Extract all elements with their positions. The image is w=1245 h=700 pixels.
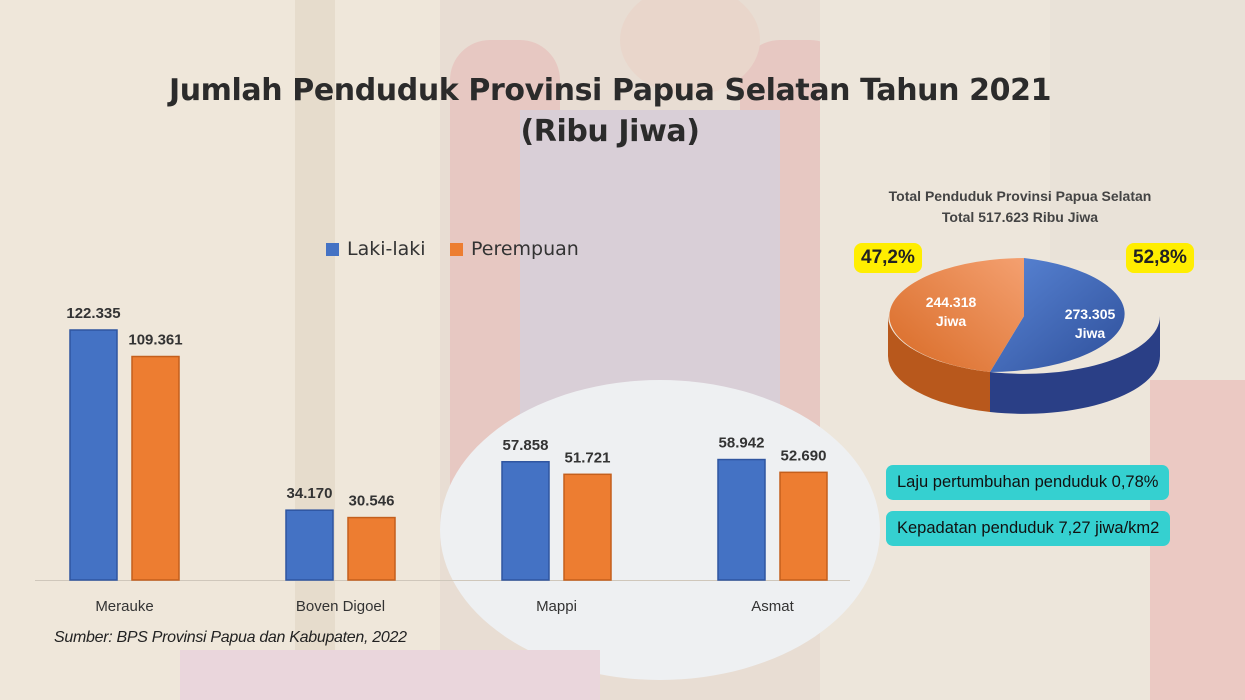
bar-laki-laki-merauke bbox=[69, 329, 118, 581]
data-label-laki-laki-merauke: 122.335 bbox=[66, 305, 120, 322]
pie-title-line2: Total 517.623 Ribu Jiwa bbox=[941, 209, 1099, 225]
pie-label-perempuan-unit: Jiwa bbox=[935, 313, 967, 329]
pie-slice-side-laki-laki bbox=[990, 316, 1160, 414]
data-label-perempuan-asmat: 52.690 bbox=[781, 447, 827, 464]
bar-laki-laki-asmat bbox=[717, 458, 766, 581]
pie-slice-side-perempuan bbox=[888, 316, 990, 412]
growth-rate-box: Laju pertumbuhan penduduk 0,78% bbox=[886, 465, 1170, 500]
category-label-boven-digoel: Boven Digoel bbox=[296, 598, 385, 615]
legend-item-laki-laki: Laki-laki bbox=[326, 238, 426, 260]
data-label-perempuan-mappi: 51.721 bbox=[565, 449, 611, 466]
category-label-mappi: Mappi bbox=[536, 598, 577, 615]
bar-perempuan-merauke bbox=[131, 355, 180, 581]
data-label-perempuan-boven-digoel: 30.546 bbox=[349, 493, 395, 510]
bar-perempuan-asmat bbox=[779, 471, 828, 581]
pie-title-line1: Total Penduduk Provinsi Papua Selatan bbox=[888, 188, 1152, 204]
pie-slice-perempuan bbox=[889, 258, 1024, 372]
bar-perempuan-mappi bbox=[563, 473, 612, 581]
pie-slice-laki-laki bbox=[990, 258, 1125, 372]
data-label-perempuan-merauke: 109.361 bbox=[128, 332, 182, 349]
legend-label-perempuan: Perempuan bbox=[471, 238, 579, 260]
category-label-merauke: Merauke bbox=[95, 598, 153, 615]
legend-item-perempuan: Perempuan bbox=[450, 238, 579, 260]
chart-title-line1: Jumlah Penduduk Provinsi Papua Selatan T… bbox=[168, 73, 1052, 108]
legend-swatch-perempuan bbox=[450, 242, 463, 256]
density-box: Kepadatan penduduk 7,27 jiwa/km2 bbox=[886, 511, 1171, 546]
pie-percent-laki-laki: 52,8% bbox=[1126, 243, 1194, 273]
data-label-laki-laki-asmat: 58.942 bbox=[719, 435, 765, 452]
pie-label-laki-laki-unit: Jiwa bbox=[1074, 325, 1106, 341]
category-label-asmat: Asmat bbox=[751, 598, 794, 615]
legend-swatch-laki-laki bbox=[326, 242, 339, 256]
source-note: Sumber: BPS Provinsi Papua dan Kabupaten… bbox=[54, 629, 407, 646]
pie-percent-perempuan: 47,2% bbox=[854, 243, 922, 273]
chart-title-line2: (Ribu Jiwa) bbox=[520, 114, 700, 149]
bar-laki-laki-mappi bbox=[501, 461, 550, 581]
bar-perempuan-boven-digoel bbox=[347, 516, 396, 581]
data-label-laki-laki-mappi: 57.858 bbox=[503, 437, 549, 454]
data-label-laki-laki-boven-digoel: 34.170 bbox=[287, 485, 333, 502]
pie-label-perempuan: 244.318 Jiwa bbox=[906, 293, 996, 331]
pie-label-perempuan-value: 244.318 bbox=[925, 294, 977, 310]
bar-laki-laki-boven-digoel bbox=[285, 509, 334, 581]
legend-label-laki-laki: Laki-laki bbox=[347, 238, 426, 260]
pie-label-laki-laki: 273.305 Jiwa bbox=[1045, 305, 1135, 343]
pie-label-laki-laki-value: 273.305 bbox=[1064, 306, 1116, 322]
